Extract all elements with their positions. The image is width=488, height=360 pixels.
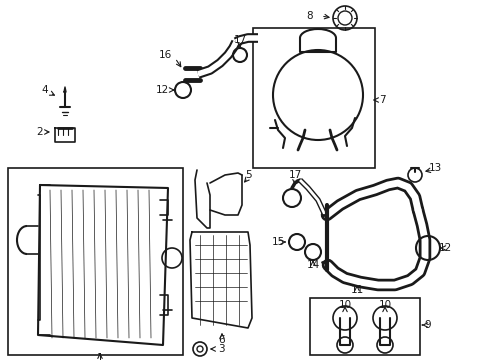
Bar — [8, 168, 183, 355]
Text: 12: 12 — [155, 85, 168, 95]
Text: 4: 4 — [41, 85, 48, 95]
Text: 1: 1 — [97, 353, 103, 360]
Text: 11: 11 — [350, 285, 363, 295]
Text: 17: 17 — [288, 170, 301, 180]
Text: 6: 6 — [218, 335, 225, 345]
Text: 13: 13 — [427, 163, 441, 173]
Text: 7: 7 — [378, 95, 385, 105]
Text: 15: 15 — [271, 237, 284, 247]
Bar — [309, 298, 419, 355]
Text: 17: 17 — [233, 35, 246, 45]
Text: 9: 9 — [424, 320, 430, 330]
Text: 10: 10 — [378, 300, 391, 310]
Text: 16: 16 — [158, 50, 171, 60]
Text: 2: 2 — [37, 127, 43, 137]
Text: 10: 10 — [338, 300, 351, 310]
Text: 8: 8 — [306, 11, 313, 21]
Text: 12: 12 — [437, 243, 451, 253]
Bar — [252, 28, 374, 168]
Text: 3: 3 — [218, 344, 224, 354]
Text: 5: 5 — [244, 170, 251, 180]
Text: 14: 14 — [306, 260, 319, 270]
